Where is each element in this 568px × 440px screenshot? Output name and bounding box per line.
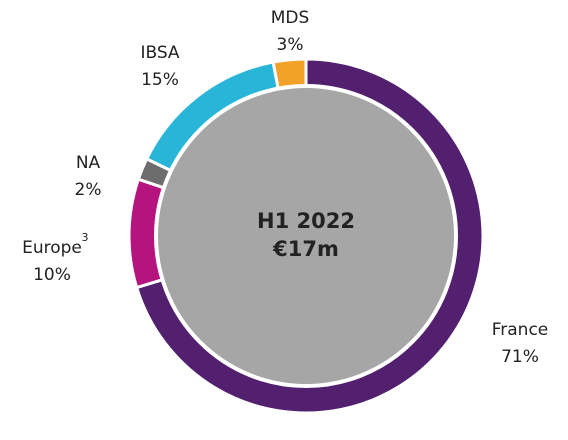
slice-label: NA (76, 153, 101, 173)
slice-value-label: 10% (33, 265, 71, 285)
slice-value-label: 71% (501, 347, 539, 367)
slice-value-label: 2% (75, 180, 102, 200)
slice-label: Europe (22, 238, 82, 258)
center-label: H1 2022 (257, 209, 355, 233)
donut-center (154, 84, 458, 388)
center-label: €17m (272, 237, 339, 261)
slice-value-label: 15% (141, 70, 179, 90)
slice-label: MDS (271, 8, 310, 28)
slice-label: IBSA (140, 43, 179, 63)
slice-label-superscript: 3 (82, 231, 89, 244)
slice-value-label: 3% (277, 35, 304, 55)
slice-label: France (492, 320, 549, 340)
